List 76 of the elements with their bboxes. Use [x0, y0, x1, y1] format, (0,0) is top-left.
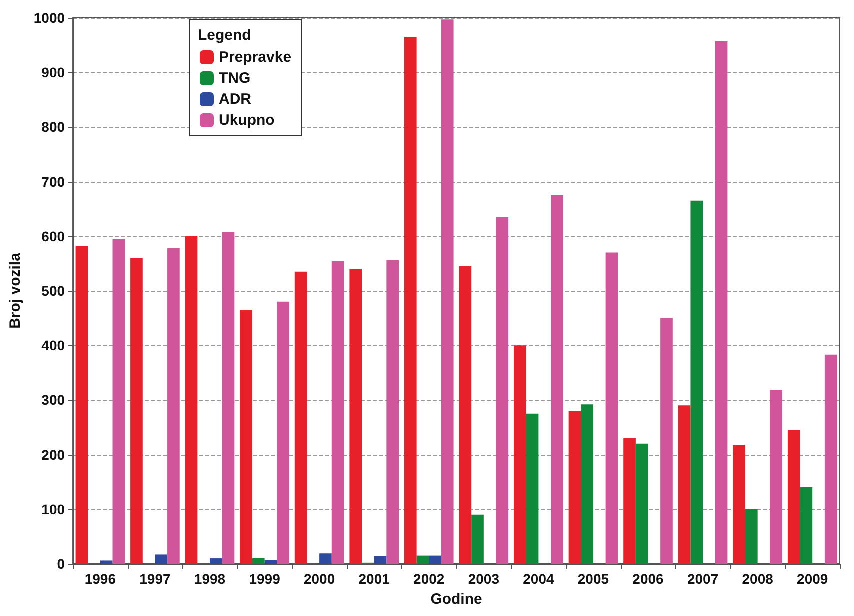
bar [277, 302, 290, 564]
bar [733, 446, 746, 564]
bar [386, 260, 399, 564]
x-axis-title: Godine [430, 591, 482, 608]
y-tick-label: 700 [42, 174, 66, 190]
bar [441, 20, 454, 564]
bar [581, 404, 594, 564]
legend-label: TNG [219, 70, 251, 87]
bar [100, 560, 113, 564]
legend-label: Ukupno [219, 112, 275, 129]
x-tick-label: 2004 [523, 571, 554, 587]
bar [320, 554, 332, 564]
legend-label: Prepravke [219, 49, 292, 66]
bar [416, 556, 430, 564]
bar [824, 354, 838, 564]
x-tick-label: 1996 [84, 571, 116, 587]
bar [526, 414, 539, 564]
y-tick-label: 0 [57, 556, 66, 572]
x-tick-label: 2006 [632, 571, 664, 587]
bar [429, 556, 442, 564]
x-tick-label: 2009 [797, 571, 828, 587]
bar [770, 390, 782, 564]
bar [155, 554, 168, 564]
y-axis-title: Broj vozila [7, 252, 24, 329]
bar [800, 488, 813, 564]
bar [746, 509, 758, 564]
x-tick-label: 2002 [414, 571, 445, 587]
bar [130, 258, 143, 564]
x-tick-label: 2008 [742, 571, 774, 587]
x-tick-label: 1997 [140, 571, 171, 587]
y-tick-label: 100 [42, 501, 66, 518]
bar [690, 200, 704, 564]
bar [514, 346, 526, 564]
bar [568, 411, 582, 564]
bar [168, 248, 180, 564]
bar [788, 430, 800, 564]
x-tick-label: 2005 [578, 571, 610, 587]
bar [678, 406, 691, 564]
bar [606, 252, 618, 564]
x-tick-label: 2003 [468, 571, 500, 587]
bar [294, 272, 308, 564]
legend-title: Legend [198, 27, 252, 44]
y-tick-label: 900 [42, 64, 66, 81]
x-tick-label: 2000 [304, 571, 336, 587]
bar [624, 438, 636, 564]
y-tick-label: 200 [42, 446, 66, 463]
bar [350, 269, 362, 564]
x-tick-label: 1998 [194, 571, 226, 587]
x-tick-label: 2001 [358, 571, 390, 587]
bar [636, 444, 648, 564]
bar [112, 239, 126, 564]
bar [374, 556, 387, 564]
y-tick-label: 800 [42, 119, 66, 136]
x-tick-label: 1999 [249, 571, 281, 587]
bar [264, 560, 278, 564]
bar [222, 232, 235, 564]
bar [185, 236, 198, 564]
bar [210, 558, 222, 564]
bar [472, 514, 484, 564]
bar [551, 195, 564, 564]
legend-label: ADR [219, 91, 252, 108]
bar [459, 266, 472, 564]
y-tick-label: 1000 [34, 10, 66, 26]
bar [660, 318, 673, 564]
bar [252, 558, 265, 564]
bar [715, 41, 728, 564]
y-tick-label: 300 [42, 392, 66, 408]
x-tick-label: 2007 [687, 571, 719, 587]
bar [76, 246, 88, 564]
bar [404, 37, 417, 564]
bar [240, 310, 252, 564]
y-tick-label: 400 [42, 338, 66, 354]
y-tick-label: 500 [42, 283, 66, 299]
y-tick-label: 600 [42, 228, 66, 244]
bar [332, 260, 344, 564]
bar [496, 217, 509, 564]
